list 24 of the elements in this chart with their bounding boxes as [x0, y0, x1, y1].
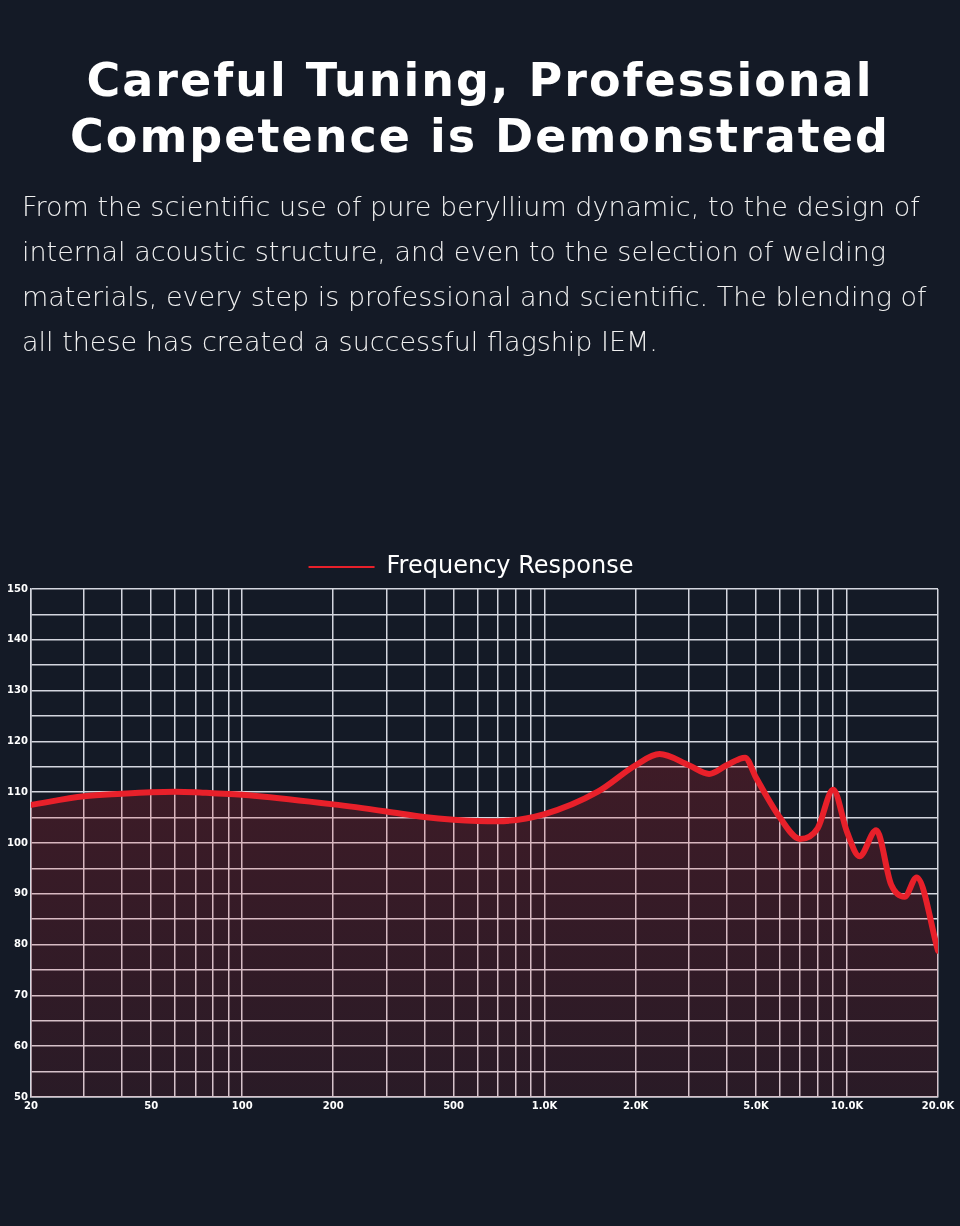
x-tick-label: 50 [144, 1099, 159, 1111]
x-tick-label: 20 [23, 1099, 38, 1111]
legend-label: Frequency Response [386, 551, 634, 580]
y-tick-label: 80 [13, 938, 28, 950]
y-tick-label: 60 [13, 1039, 28, 1051]
x-tick-label: 500 [443, 1099, 465, 1111]
y-tick-label: 130 [7, 684, 28, 696]
x-tick-label: 2.0K [622, 1099, 650, 1111]
chart-title: Careful Tuning, Professional Competence is Demonstrated [69, 52, 891, 164]
x-tick-label: 10.0K [830, 1099, 865, 1111]
x-tick-label: 5.0K [743, 1099, 770, 1111]
y-tick-label: 110 [7, 785, 28, 797]
y-tick-label: 90 [13, 887, 28, 899]
chart-subtitle: From the scientific use of pure beryllium dynamic, to the design of internal acoustic structure, and even to the selection of welding materials, every step is professional and scientific. The blending of all these has created a successful flagship IEM. [22, 190, 928, 359]
x-tick-label: 200 [322, 1099, 344, 1111]
x-tick-label: 100 [231, 1099, 253, 1111]
x-tick-label: 20.0K [921, 1099, 956, 1111]
y-tick-label: 150 [7, 582, 28, 594]
x-tick-label: 1.0K [531, 1099, 559, 1111]
y-tick-label: 70 [13, 988, 28, 1000]
y-tick-label: 120 [7, 734, 28, 746]
y-tick-label: 50 [13, 1090, 28, 1102]
y-tick-label: 100 [7, 836, 28, 848]
y-tick-label: 140 [7, 633, 28, 645]
